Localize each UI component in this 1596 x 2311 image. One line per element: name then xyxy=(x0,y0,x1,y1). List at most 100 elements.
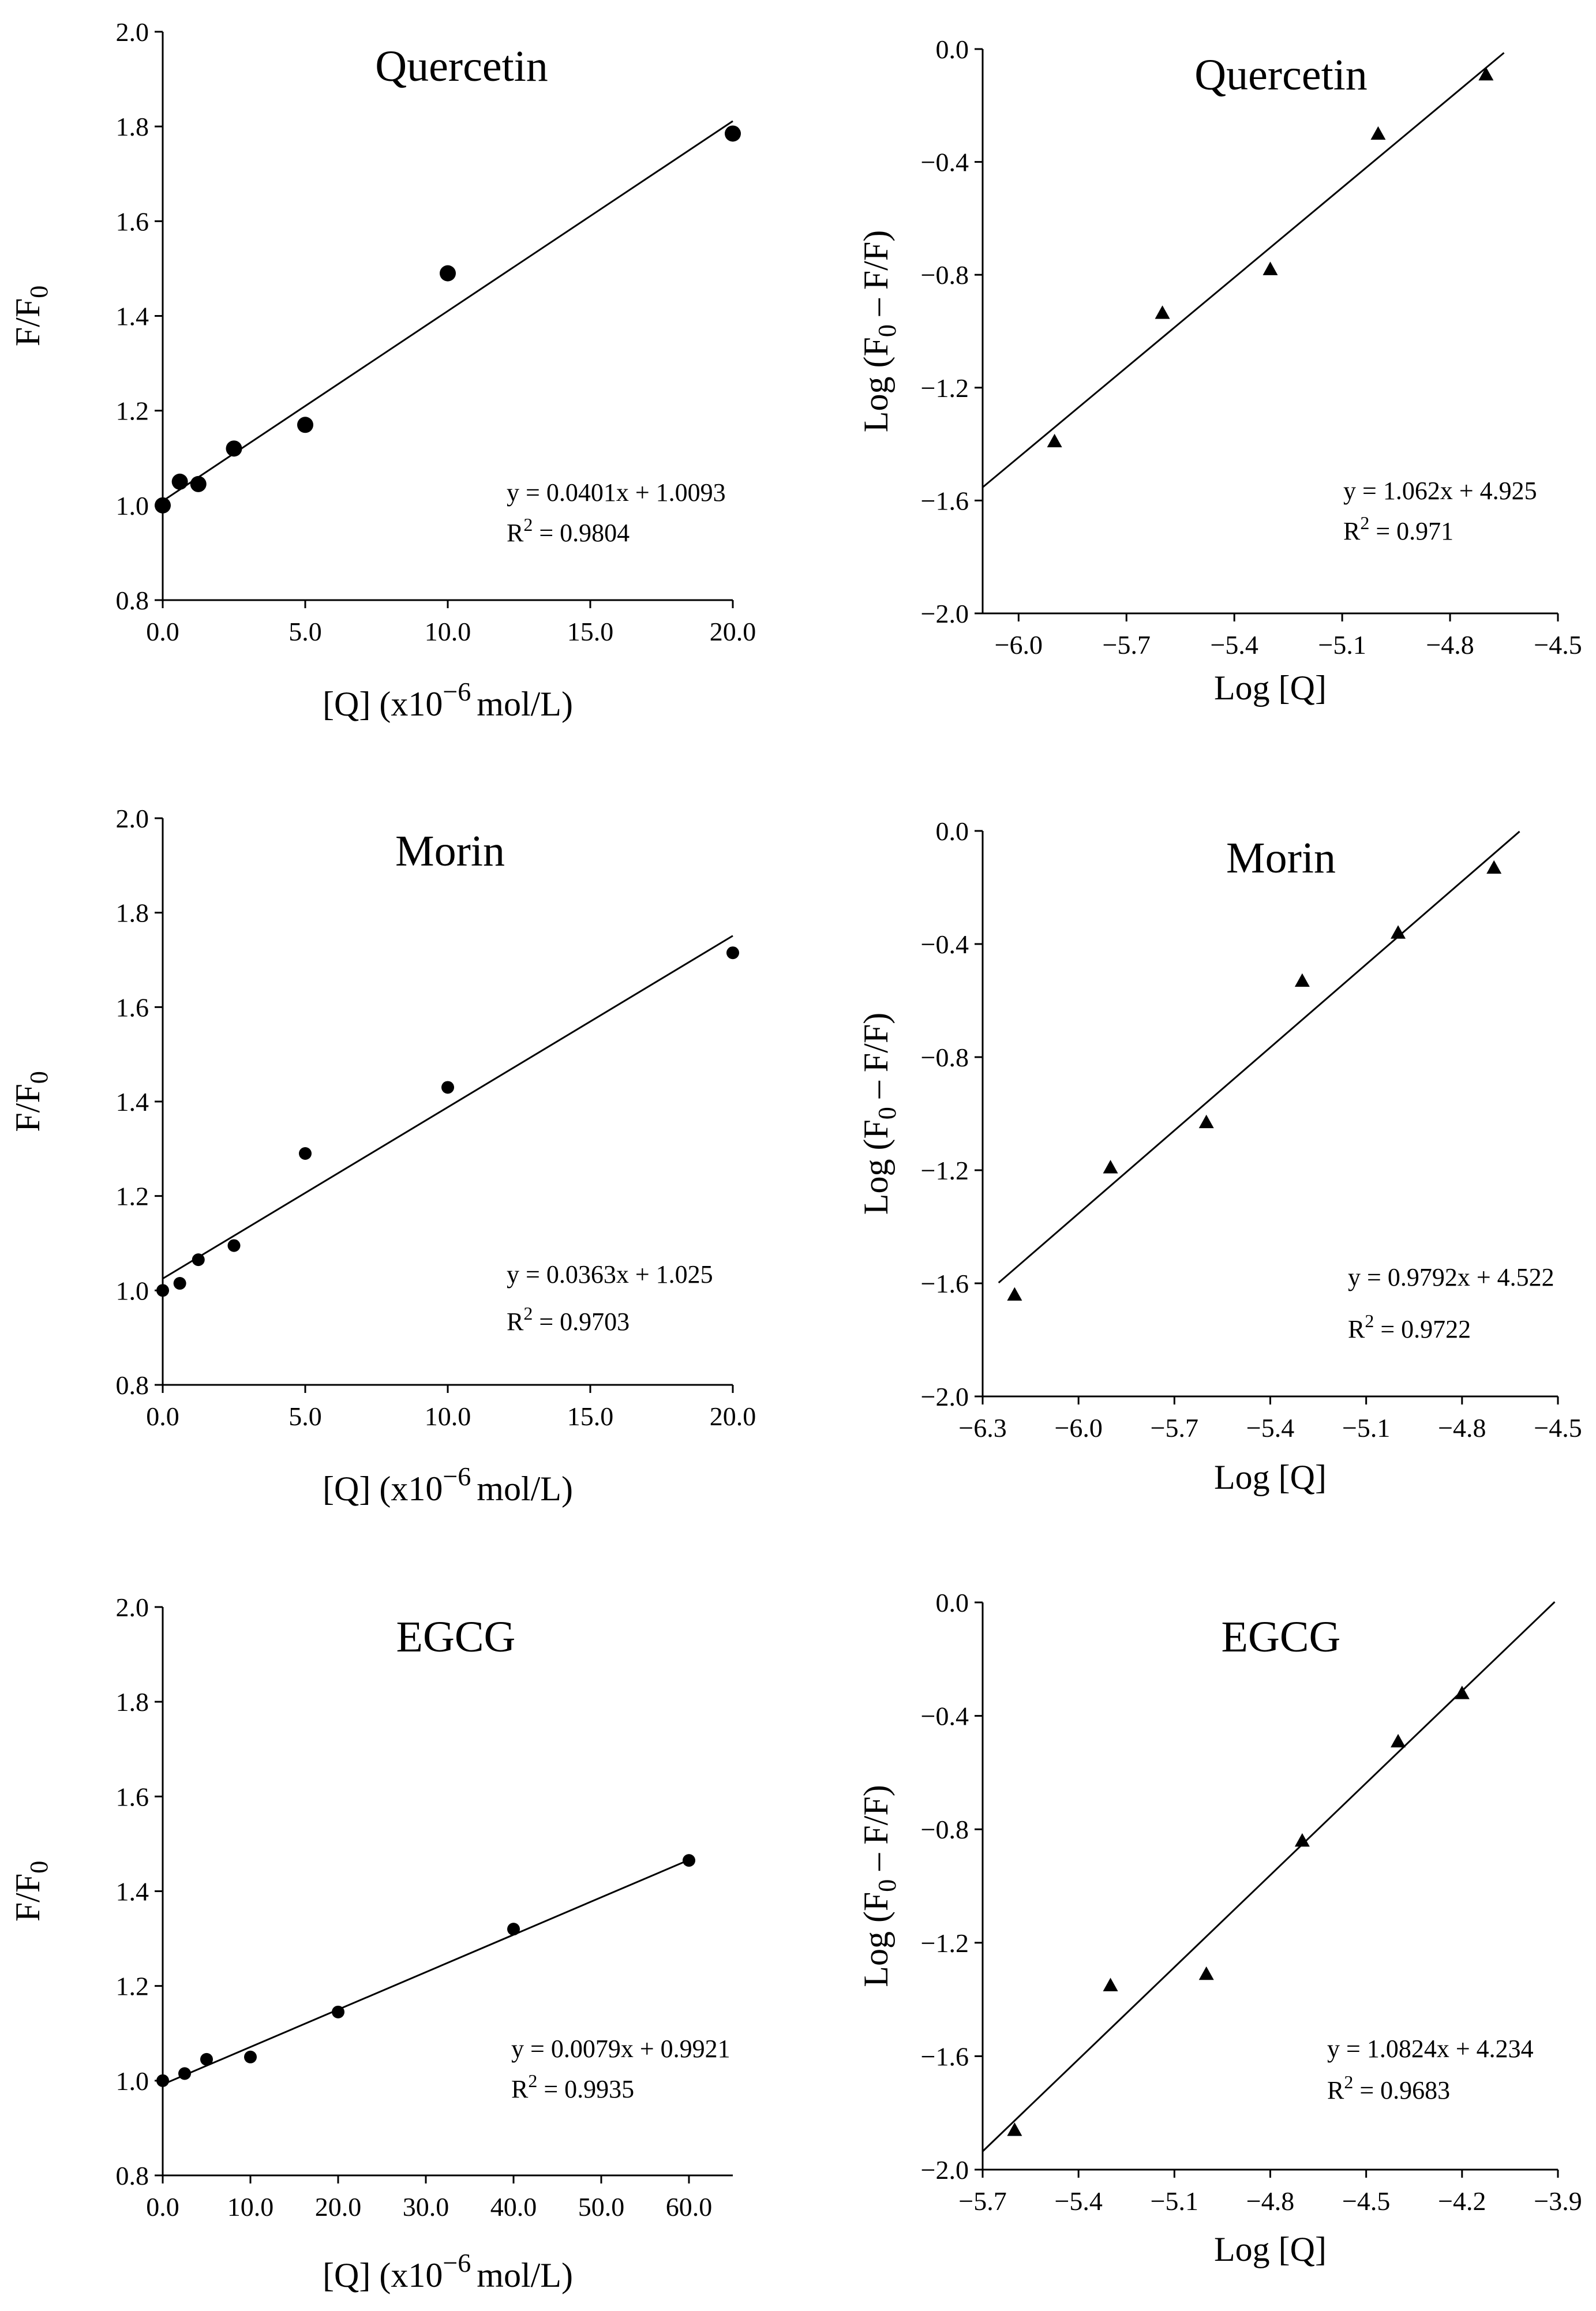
y-tick-label: 1.0 xyxy=(116,491,149,520)
y-tick-label: 1.8 xyxy=(116,1687,149,1717)
y-axis-label-main: F/F xyxy=(9,298,47,346)
y-axis-label-subscript: 0 xyxy=(25,1071,53,1084)
fit-line xyxy=(162,120,733,502)
x-tick-label: −4.5 xyxy=(1534,1413,1582,1443)
data-point xyxy=(332,2005,344,2018)
y-axis-label-subscript: 0 xyxy=(873,324,901,337)
x-tick-label: 5.0 xyxy=(289,1402,322,1431)
data-point xyxy=(1454,1686,1470,1699)
x-axis-label: [Q] (x10−6 mol/L) xyxy=(323,1462,573,1508)
x-tick-label: −6.3 xyxy=(958,1413,1006,1443)
fit-equation: y = 1.062x + 4.925 xyxy=(1343,477,1537,505)
y-axis-label-main: Log (F xyxy=(857,1119,895,1215)
data-point xyxy=(1155,305,1170,319)
x-axis-label: Log [Q] xyxy=(1214,669,1327,707)
y-axis-label-main: Log (F xyxy=(857,337,895,432)
fit-line xyxy=(981,1601,1556,2152)
data-point xyxy=(726,946,739,960)
x-axis-label: Log [Q] xyxy=(1214,1458,1327,1496)
x-tick-label: −5.1 xyxy=(1318,630,1366,660)
data-point xyxy=(1294,1833,1310,1847)
x-tick-label: −6.0 xyxy=(1054,1413,1102,1443)
chart-panel-2: −2.0 −1.6 −1.2 −0.8 −0.4 0.0 −6.0 −5.7 −5.4 −5.1 −… xyxy=(857,35,1582,707)
y-tick-label: 0.8 xyxy=(116,1370,149,1400)
x-axis-label-unit: mol/L) xyxy=(477,2256,573,2294)
data-point xyxy=(507,1923,520,1936)
x-axis-label-main: Log [Q] xyxy=(1214,669,1327,707)
fit-equation: y = 0.0363x + 1.025 xyxy=(507,1260,713,1289)
chart-panel-4: −2.0 −1.6 −1.2 −0.8 −0.4 0.0 −6.3 −6.0 −5.7 −5.4 −… xyxy=(857,816,1582,1496)
x-tick-label: 60.0 xyxy=(666,2192,713,2222)
x-axis-label-exponent: −6 xyxy=(443,1462,471,1491)
x-axis-label-main: Log [Q] xyxy=(1214,1458,1327,1496)
r-squared-value: = 0.971 xyxy=(1369,517,1453,545)
data-point xyxy=(725,125,741,142)
data-point xyxy=(441,1081,454,1094)
data-point xyxy=(244,2050,257,2063)
y-tick-label: −0.4 xyxy=(921,930,969,959)
y-tick-label: −1.2 xyxy=(921,1156,969,1185)
y-tick-label: 0.8 xyxy=(116,2161,149,2190)
x-tick-label: 0.0 xyxy=(146,617,179,646)
r-squared: R2 = 0.9722 xyxy=(1348,1310,1471,1343)
data-point xyxy=(156,1284,169,1297)
fit-line xyxy=(982,52,1505,488)
y-axis-label-rest: – F/F) xyxy=(857,1013,895,1107)
r-squared-value: = 0.9703 xyxy=(533,1308,630,1336)
fit-equation: y = 0.0401x + 1.0093 xyxy=(507,478,726,507)
y-tick-label: −1.6 xyxy=(921,1269,969,1298)
r-squared-value: = 0.9722 xyxy=(1374,1315,1471,1343)
r-squared-exponent: 2 xyxy=(1365,1310,1374,1331)
x-axis-label-exponent: −6 xyxy=(443,2248,471,2278)
data-point xyxy=(171,473,188,490)
y-tick-label: 1.4 xyxy=(116,302,149,331)
x-tick-label: 20.0 xyxy=(710,617,756,646)
r-squared-prefix: R xyxy=(1343,517,1361,545)
r-squared-exponent: 2 xyxy=(523,1303,533,1324)
data-point xyxy=(440,265,456,282)
y-axis-label: F/F0 xyxy=(9,1071,53,1132)
data-point xyxy=(178,2067,191,2080)
y-tick-label: −2.0 xyxy=(921,599,969,628)
y-axis-label: F/F0 xyxy=(9,286,53,346)
y-tick-label: 1.8 xyxy=(116,898,149,928)
x-axis-label: Log [Q] xyxy=(1214,2230,1327,2268)
r-squared-prefix: R xyxy=(507,519,524,547)
data-point xyxy=(1294,973,1310,987)
x-tick-label: 0.0 xyxy=(146,2192,179,2222)
chart-panel-3: 0.8 1.0 1.2 1.4 1.6 1.8 2.0 0.0 5.0 10.0 15.0 20.0 M… xyxy=(9,804,756,1508)
data-point xyxy=(1198,1114,1214,1129)
y-tick-label: 1.4 xyxy=(116,1877,149,1907)
y-tick-label: 1.2 xyxy=(116,1182,149,1211)
x-tick-label: −5.4 xyxy=(1054,2186,1102,2216)
data-point xyxy=(227,1239,241,1252)
y-tick-label: −0.4 xyxy=(921,148,969,177)
fit-line xyxy=(162,935,733,1280)
y-tick-label: 0.8 xyxy=(116,586,149,615)
y-axis-label-main: Log (F xyxy=(857,1892,895,1987)
data-point xyxy=(156,2074,169,2087)
y-axis-label-subscript: 0 xyxy=(873,1879,901,1892)
data-point xyxy=(1262,261,1278,275)
data-point xyxy=(200,2052,213,2066)
y-tick-label: 1.8 xyxy=(116,112,149,141)
data-point xyxy=(1391,925,1406,939)
x-tick-label: 0.0 xyxy=(146,1402,179,1431)
x-tick-label: −4.5 xyxy=(1342,2186,1390,2216)
data-point xyxy=(173,1277,186,1290)
x-axis-label-unit: mol/L) xyxy=(477,685,573,723)
r-squared-prefix: R xyxy=(1327,2076,1344,2104)
x-tick-label: −4.8 xyxy=(1246,2186,1294,2216)
y-tick-label: −2.0 xyxy=(921,1382,969,1411)
x-tick-label: 50.0 xyxy=(578,2192,625,2222)
r-squared-prefix: R xyxy=(507,1308,524,1336)
y-tick-label: −0.8 xyxy=(921,1815,969,1844)
y-axis-label-subscript: 0 xyxy=(25,1861,53,1874)
y-tick-label: −0.8 xyxy=(921,1043,969,1072)
data-point xyxy=(1486,860,1502,874)
y-axis-label-rest: – F/F) xyxy=(857,1785,895,1879)
x-axis-label-unit: mol/L) xyxy=(477,1470,573,1508)
chart-panel-6: −2.0 −1.6 −1.2 −0.8 −0.4 0.0 −5.7 −5.4 −5.1 −4.8 −… xyxy=(857,1588,1582,2268)
y-tick-label: 1.2 xyxy=(116,396,149,426)
y-axis-label: Log (F0 – F/F) xyxy=(857,230,901,432)
